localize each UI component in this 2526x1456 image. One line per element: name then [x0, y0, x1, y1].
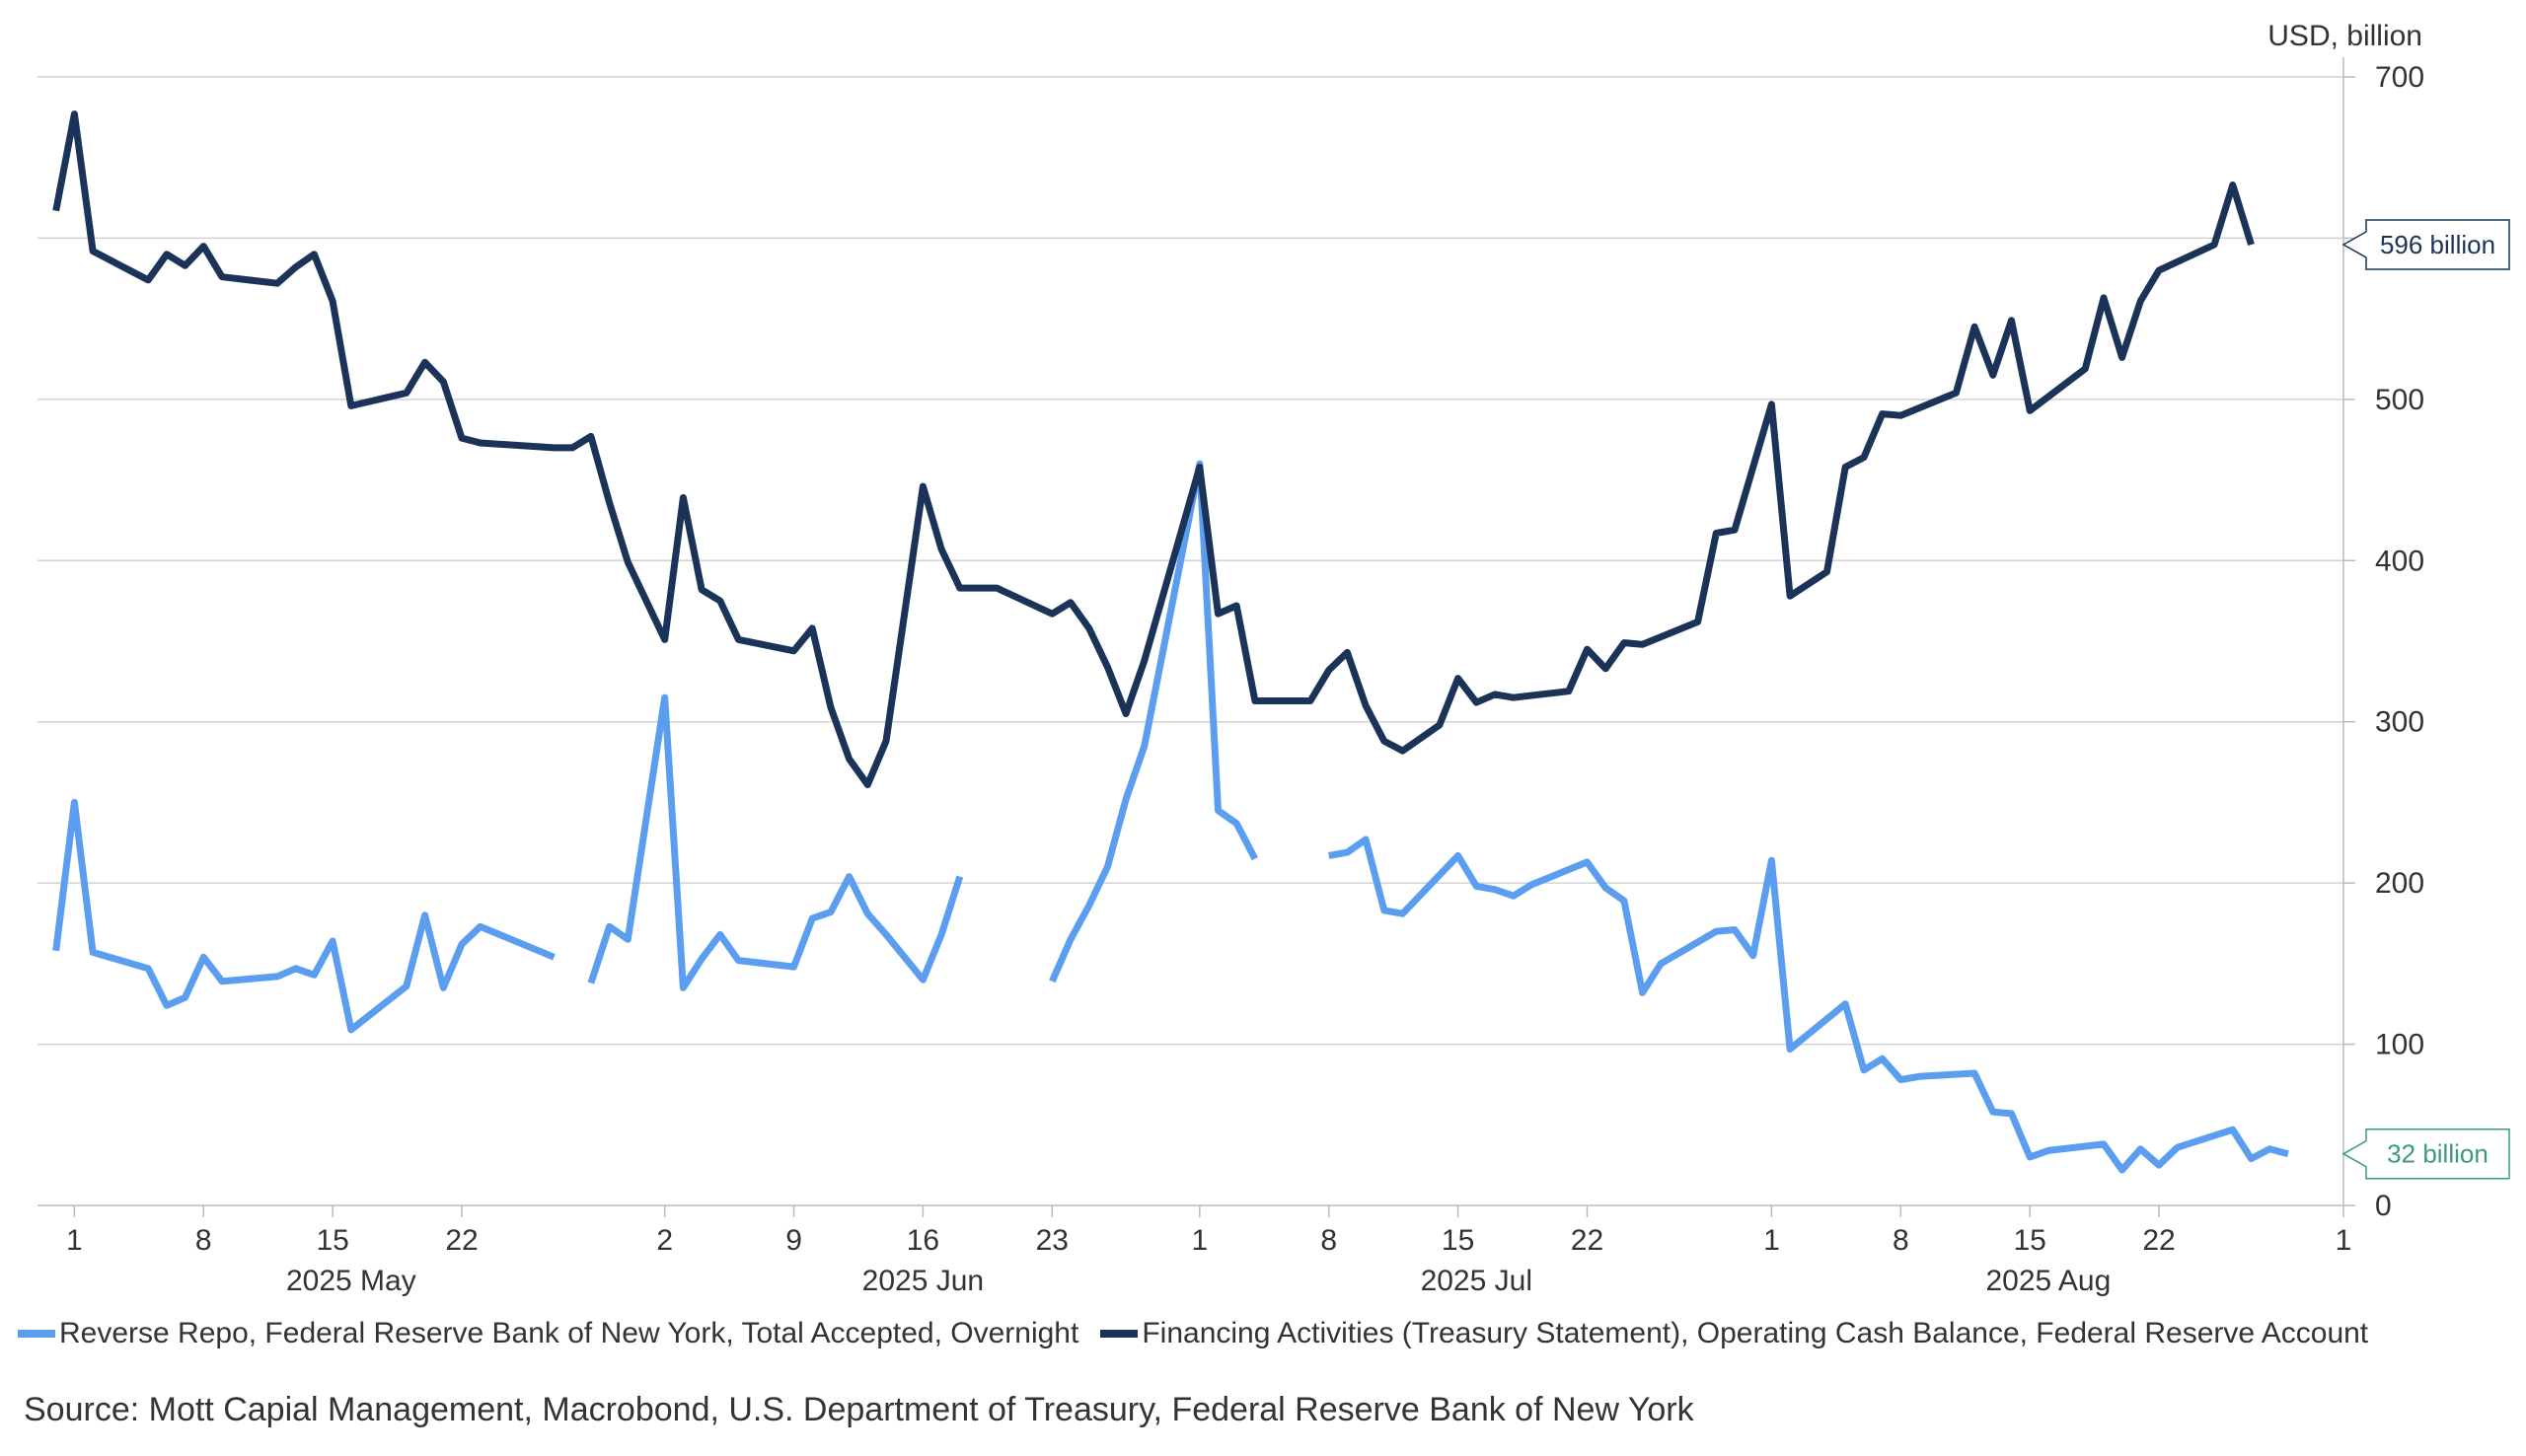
y-tick-label-100: 100	[2375, 1029, 2424, 1061]
grid-lines	[37, 76, 2343, 1046]
legend: Reverse Repo, Federal Reserve Bank of Ne…	[18, 1312, 2390, 1355]
y-tick-label-300: 300	[2375, 706, 2424, 739]
x-tick-label-14: 15	[2013, 1224, 2045, 1257]
axes: 0100200300400500600700181522291623181522…	[37, 57, 2424, 1297]
x-tick-label-16: 1	[2336, 1224, 2352, 1257]
x-tick-label-3: 22	[445, 1224, 478, 1257]
x-tick-label-5: 9	[785, 1224, 802, 1257]
x-tick-label-1: 8	[195, 1224, 212, 1257]
series-line-1	[52, 110, 2255, 788]
end-label-box-1	[2341, 219, 2510, 270]
month-label-3: 2025 Aug	[1985, 1265, 2111, 1297]
y-tick-label-200: 200	[2375, 867, 2424, 900]
legend-label-reverse-repo: Reverse Repo, Federal Reserve Bank of Ne…	[59, 1317, 1079, 1349]
x-tick-label-9: 8	[1320, 1224, 1337, 1257]
legend-item-reverse-repo: Reverse Repo, Federal Reserve Bank of Ne…	[18, 1317, 1078, 1350]
end-label-text-1: 596 billion	[2380, 230, 2495, 259]
chart-area: USD, billion 010020030040050060070018152…	[37, 20, 2510, 1297]
x-tick-label-11: 22	[1571, 1224, 1603, 1257]
x-tick-label-13: 8	[1893, 1224, 1909, 1257]
end-label-text-0: 32 billion	[2387, 1139, 2489, 1169]
x-tick-label-6: 16	[907, 1224, 939, 1257]
x-tick-label-0: 1	[66, 1224, 83, 1257]
y-tick-label-700: 700	[2375, 61, 2424, 94]
legend-swatch-reverse-repo	[18, 1330, 55, 1338]
x-tick-label-15: 22	[2142, 1224, 2175, 1257]
series-line-0	[52, 460, 2289, 1174]
x-tick-label-2: 15	[316, 1224, 348, 1257]
month-label-2: 2025 Jul	[1421, 1265, 1532, 1297]
y-tick-label-400: 400	[2375, 545, 2424, 577]
x-tick-label-4: 2	[656, 1224, 673, 1257]
y-axis-unit-label: USD, billion	[2267, 20, 2422, 52]
y-tick-label-0: 0	[2375, 1190, 2392, 1222]
series-lines	[52, 110, 2289, 1174]
month-label-1: 2025 Jun	[862, 1265, 984, 1297]
legend-item-cash-balance: Financing Activities (Treasury Statement…	[1100, 1317, 2368, 1350]
x-tick-label-12: 1	[1763, 1224, 1780, 1257]
end-label-box-0	[2341, 1128, 2510, 1180]
x-tick-label-8: 1	[1192, 1224, 1209, 1257]
x-tick-label-10: 15	[1442, 1224, 1474, 1257]
end-value-labels: 32 billion 596 billion	[2341, 219, 2510, 1180]
source-note: Source: Mott Capial Management, Macrobon…	[24, 1391, 1694, 1428]
legend-label-cash-balance: Financing Activities (Treasury Statement…	[1142, 1317, 2369, 1349]
y-tick-label-500: 500	[2375, 384, 2424, 416]
month-label-0: 2025 May	[286, 1265, 416, 1297]
legend-swatch-cash-balance	[1100, 1330, 1139, 1338]
x-tick-label-7: 23	[1036, 1224, 1069, 1257]
